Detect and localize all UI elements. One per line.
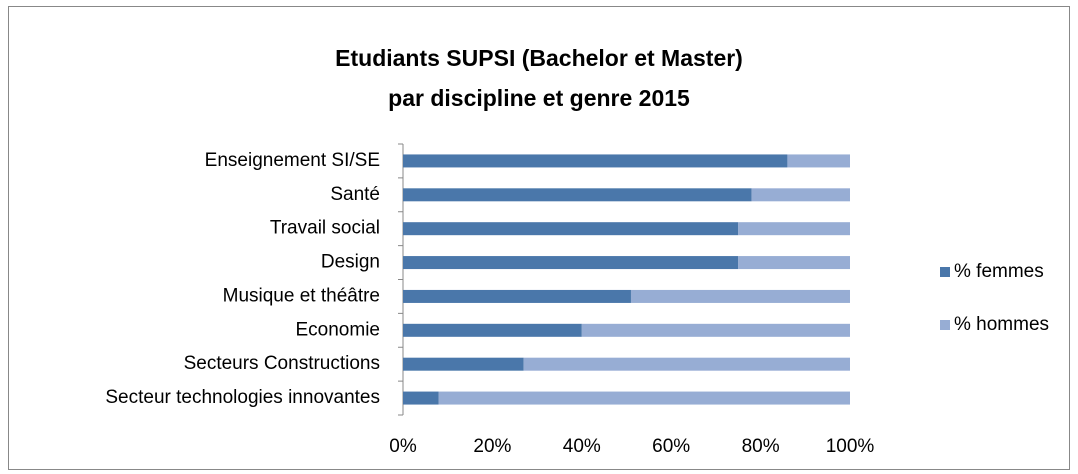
y-tick-label: Economie — [296, 319, 381, 340]
bar-segment — [403, 323, 582, 337]
x-tick-label: 0% — [389, 436, 417, 457]
x-tick-label: 20% — [473, 436, 511, 457]
bar-segment — [403, 256, 739, 270]
bar-segment — [403, 154, 788, 168]
y-tick-label: Travail social — [270, 218, 380, 239]
y-tick-label: Santé — [330, 184, 380, 205]
bar-segment — [523, 357, 850, 371]
bar-segment — [751, 188, 850, 202]
legend-label: % hommes — [954, 314, 1049, 335]
bar-segment — [630, 289, 850, 303]
bar-segment — [403, 391, 439, 405]
bar-segment — [738, 222, 850, 236]
x-tick-label: 60% — [652, 436, 690, 457]
y-tick-label: Design — [321, 252, 380, 273]
x-tick-label: 40% — [563, 436, 601, 457]
bar-segment — [787, 154, 850, 168]
bar-segment — [403, 222, 739, 236]
legend-label: % femmes — [954, 261, 1044, 282]
y-tick-label: Secteurs Constructions — [184, 353, 380, 374]
y-tick-label: Enseignement SI/SE — [205, 150, 380, 171]
bar-segment — [403, 289, 631, 303]
y-tick-label: Musique et théâtre — [223, 285, 380, 306]
legend-swatch — [940, 267, 950, 277]
bar-segment — [581, 323, 850, 337]
bar-segment — [403, 357, 524, 371]
bar-segment — [403, 188, 752, 202]
x-tick-label: 100% — [826, 436, 875, 457]
x-tick-label: 80% — [742, 436, 780, 457]
chart-title: Etudiants SUPSI (Bachelor et Master) — [335, 45, 743, 71]
chart-title: par discipline et genre 2015 — [388, 85, 690, 111]
legend-swatch — [940, 320, 950, 330]
y-tick-label: Secteur technologies innovantes — [105, 387, 380, 408]
bar-segment — [738, 256, 850, 270]
bar-segment — [438, 391, 850, 405]
